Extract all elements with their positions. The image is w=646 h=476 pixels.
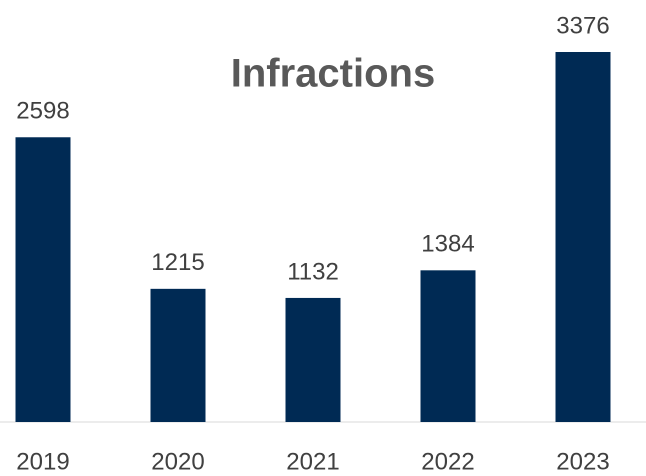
data-label: 2598 [16,98,69,125]
bar [150,288,206,422]
data-label: 1215 [151,249,204,276]
x-tick-label: 2023 [556,448,609,475]
data-label: 1384 [421,231,474,258]
x-tick-label: 2021 [286,448,339,475]
bar [285,297,341,422]
x-tick-label: 2022 [421,448,474,475]
bar [555,52,611,422]
data-label: 1132 [287,258,339,285]
x-tick-label: 2019 [16,448,69,475]
bar [15,137,71,422]
x-tick-label: 2020 [151,448,204,475]
data-label: 3376 [556,12,609,39]
chart-title: Infractions [231,52,435,96]
bar [420,270,476,422]
